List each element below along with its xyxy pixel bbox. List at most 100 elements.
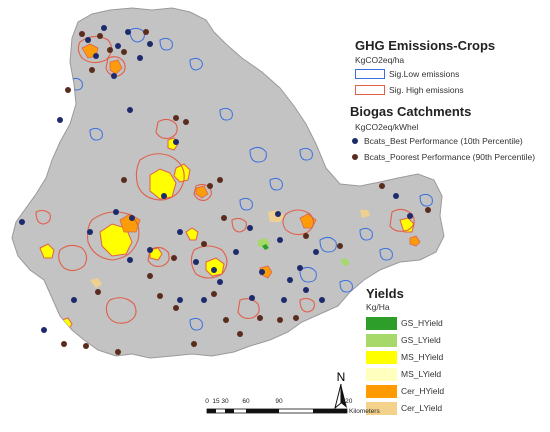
best-performance-point (277, 237, 283, 243)
best-performance-point (177, 229, 183, 235)
poorest-performance-point (115, 349, 121, 355)
poorest-performance-point (217, 177, 223, 183)
poorest-performance-point (293, 315, 299, 321)
best-performance-point (201, 297, 207, 303)
high-emission-label: Sig. High emissions (389, 85, 464, 95)
poorest-performance-point (147, 273, 153, 279)
yield-legend-row: GS_HYield (366, 315, 486, 332)
best-performance-point (93, 53, 99, 59)
best-performance-point (111, 73, 117, 79)
scale-tick-label: 15 (212, 398, 220, 405)
scale-tick-label: 90 (275, 398, 283, 405)
poorest-performance-point (83, 343, 89, 349)
yield-swatch (366, 367, 397, 381)
best-performance-point (233, 249, 239, 255)
best-performance-point (249, 295, 255, 301)
poorest-performance-point (337, 243, 343, 249)
poorest-performance-point (157, 293, 163, 299)
poorest-performance-dot (352, 154, 358, 160)
best-performance-point (407, 213, 413, 219)
poorest-performance-point (211, 291, 217, 297)
poorest-performance-point (121, 49, 127, 55)
bcats-best-points (19, 25, 413, 333)
best-performance-point (87, 229, 93, 235)
yield-label: GS_HYield (401, 318, 443, 328)
yield-label: GS_LYield (401, 335, 441, 345)
biogas-legend: Biogas Catchments KgCO2eq/kWhel Bcats_Be… (350, 104, 550, 164)
poorest-performance-point (65, 87, 71, 93)
biogas-legend-unit: KgCO2eq/kWhel (355, 122, 419, 132)
north-label: N (336, 370, 346, 384)
best-performance-point (129, 215, 135, 221)
yield-label: Cer_LYield (401, 403, 443, 413)
yield-legend-row: MS_LYield (366, 366, 486, 383)
best-performance-point (177, 297, 183, 303)
best-performance-point (259, 269, 265, 275)
low-emission-outlines (69, 27, 433, 331)
yield-swatch (366, 316, 397, 330)
scale-bar-graphic (206, 408, 348, 414)
poorest-performance-label: Bcats_Poorest Performance (90th Percenti… (364, 152, 536, 162)
scale-tick-label: 60 (242, 398, 250, 405)
high-emission-swatch (355, 85, 385, 95)
best-performance-dot (352, 138, 358, 144)
best-performance-point (137, 55, 143, 61)
best-performance-point (147, 247, 153, 253)
biogas-legend-poorest-row: Bcats_Poorest Performance (90th Percenti… (350, 150, 550, 164)
best-performance-point (161, 193, 167, 199)
poorest-performance-point (107, 47, 113, 53)
low-emission-label: Sig.Low emissions (389, 69, 460, 79)
best-performance-point (19, 219, 25, 225)
best-performance-point (127, 107, 133, 113)
ghg-legend-title: GHG Emissions-Crops (355, 38, 496, 53)
yield-swatch (366, 384, 397, 398)
yield-label: MS_HYield (401, 352, 444, 362)
biogas-legend-title: Biogas Catchments (350, 104, 472, 119)
poorest-performance-point (183, 119, 189, 125)
poorest-performance-point (79, 31, 85, 37)
poorest-performance-point (173, 115, 179, 121)
yield-label: MS_LYield (401, 369, 442, 379)
poorest-performance-point (207, 183, 213, 189)
poorest-performance-point (143, 29, 149, 35)
best-performance-point (71, 297, 77, 303)
best-performance-point (101, 25, 107, 31)
yield-swatch (366, 350, 397, 364)
poorest-performance-point (173, 305, 179, 311)
best-performance-point (297, 265, 303, 271)
scale-bar: 0 15 30 60 90 120 Kilometers (203, 398, 380, 426)
poorest-performance-point (237, 331, 243, 337)
yields-legend-rows: GS_HYield GS_LYield MS_HYield MS_LYield Cer_… (366, 315, 486, 417)
best-performance-point (393, 193, 399, 199)
best-performance-point (41, 327, 47, 333)
best-performance-point (115, 43, 121, 49)
yield-label: Cer_HYield (401, 386, 445, 396)
poorest-performance-point (257, 315, 263, 321)
bcats-poorest-points (61, 29, 431, 355)
best-performance-label: Bcats_Best Performance (10th Percentile) (364, 136, 523, 146)
yield-legend-row: GS_LYield (366, 332, 486, 349)
best-performance-point (127, 257, 133, 263)
poorest-performance-point (201, 241, 207, 247)
best-performance-point (281, 297, 287, 303)
scale-unit-label: Kilometers (349, 408, 380, 415)
ghg-legend: GHG Emissions-Crops KgCO2eq/ha Sig.Low e… (355, 38, 535, 97)
ghg-legend-high-row: Sig. High emissions (355, 83, 535, 97)
yield-legend-row: Cer_HYield (366, 383, 486, 400)
scale-tick-label: 120 (341, 398, 353, 405)
best-performance-point (319, 297, 325, 303)
best-performance-point (147, 41, 153, 47)
poorest-performance-point (97, 33, 103, 39)
north-arrow: N (331, 370, 351, 415)
poorest-performance-point (89, 67, 95, 73)
ghg-legend-unit: KgCO2eq/ha (355, 55, 405, 65)
best-performance-point (217, 279, 223, 285)
north-arrow-icon (334, 383, 347, 410)
yield-cer-high-patches (81, 43, 421, 279)
scale-tick-label: 30 (221, 398, 229, 405)
best-performance-point (275, 211, 281, 217)
low-emission-swatch (355, 69, 385, 79)
poorest-performance-point (221, 215, 227, 221)
yields-legend-unit: Kg/Ha (366, 302, 390, 312)
